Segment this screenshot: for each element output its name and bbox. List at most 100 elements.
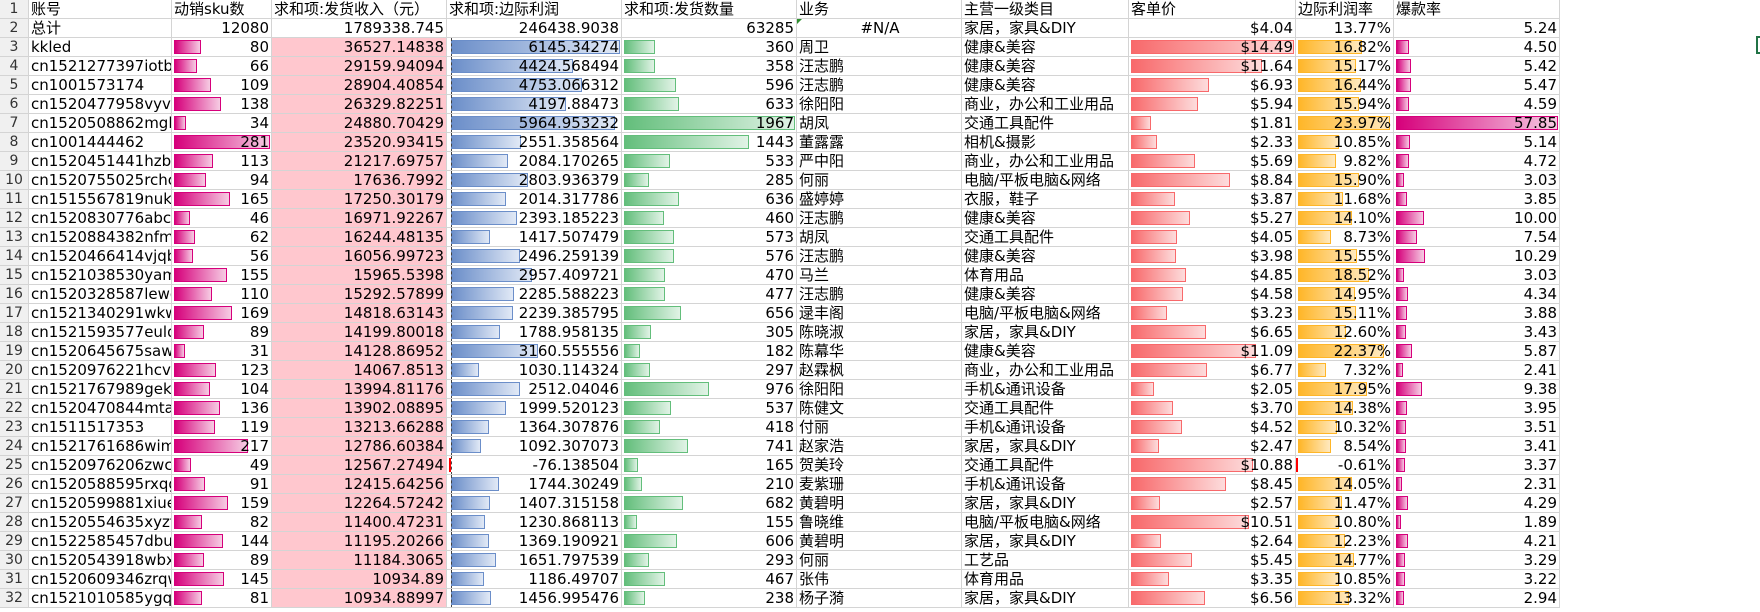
account-cell[interactable]: kkled — [29, 38, 172, 57]
revenue-cell[interactable]: 28904.40854 — [272, 76, 447, 95]
main-category-cell[interactable]: 体育用品 — [962, 266, 1129, 285]
revenue-cell[interactable]: 16056.99723 — [272, 247, 447, 266]
main-category-cell[interactable]: 衣服，鞋子 — [962, 190, 1129, 209]
sku-count-cell[interactable]: 81 — [172, 589, 272, 608]
revenue-cell[interactable]: 11184.3065 — [272, 551, 447, 570]
unit-price-cell[interactable]: $11.09 — [1129, 342, 1296, 361]
hot-rate-cell[interactable]: 4.50 — [1394, 38, 1560, 57]
ship-qty-cell[interactable]: 210 — [622, 475, 797, 494]
row-number[interactable]: 5 — [0, 76, 29, 95]
business-owner-cell[interactable]: 陈健文 — [797, 399, 962, 418]
sku-count-cell[interactable]: 31 — [172, 342, 272, 361]
sku-count-cell[interactable]: 62 — [172, 228, 272, 247]
account-cell[interactable]: cn1520543918wbxd — [29, 551, 172, 570]
margin-rate-cell[interactable]: 13.32% — [1296, 589, 1394, 608]
margin-profit-cell[interactable]: 4753.066312 — [447, 76, 622, 95]
hot-rate-cell[interactable]: 4.29 — [1394, 494, 1560, 513]
margin-rate-cell[interactable]: 14.05% — [1296, 475, 1394, 494]
ship-qty-cell[interactable]: 63285 — [622, 19, 797, 38]
main-category-cell[interactable]: 家居，家具&DIY — [962, 19, 1129, 38]
hot-rate-cell[interactable]: 4.21 — [1394, 532, 1560, 551]
margin-rate-cell[interactable]: 10.32% — [1296, 418, 1394, 437]
margin-profit-cell[interactable]: 1407.315158 — [447, 494, 622, 513]
main-category-cell[interactable]: 健康&美容 — [962, 38, 1129, 57]
revenue-cell[interactable]: 36527.14838 — [272, 38, 447, 57]
margin-profit-cell[interactable]: -76.138504 — [447, 456, 622, 475]
sku-count-cell[interactable]: 56 — [172, 247, 272, 266]
margin-rate-cell[interactable]: 15.90% — [1296, 171, 1394, 190]
hot-rate-cell[interactable]: 2.94 — [1394, 589, 1560, 608]
account-cell[interactable]: cn1520588595rxqg — [29, 475, 172, 494]
account-cell[interactable]: cn1520884382nfmz — [29, 228, 172, 247]
ship-qty-cell[interactable]: 460 — [622, 209, 797, 228]
revenue-cell[interactable]: 14067.8513 — [272, 361, 447, 380]
account-cell[interactable]: cn1521277397iotb — [29, 57, 172, 76]
main-category-cell[interactable]: 手机&通讯设备 — [962, 475, 1129, 494]
margin-rate-cell[interactable]: 16.82% — [1296, 38, 1394, 57]
unit-price-cell[interactable]: $11.64 — [1129, 57, 1296, 76]
unit-price-cell[interactable]: $5.69 — [1129, 152, 1296, 171]
row-number[interactable]: 17 — [0, 304, 29, 323]
row-number[interactable]: 23 — [0, 418, 29, 437]
margin-rate-cell[interactable]: 16.44% — [1296, 76, 1394, 95]
account-cell[interactable]: cn1521340291wkwi — [29, 304, 172, 323]
ship-qty-cell[interactable]: 360 — [622, 38, 797, 57]
row-number[interactable]: 8 — [0, 133, 29, 152]
row-number[interactable]: 10 — [0, 171, 29, 190]
ship-qty-cell[interactable]: 305 — [622, 323, 797, 342]
hot-rate-cell[interactable]: 5.87 — [1394, 342, 1560, 361]
main-category-cell[interactable]: 电脑/平板电脑&网络 — [962, 304, 1129, 323]
unit-price-cell[interactable]: $3.70 — [1129, 399, 1296, 418]
ship-qty-cell[interactable]: 636 — [622, 190, 797, 209]
main-category-cell[interactable]: 电脑/平板电脑&网络 — [962, 171, 1129, 190]
business-owner-cell[interactable]: 付丽 — [797, 418, 962, 437]
unit-price-cell[interactable]: $2.47 — [1129, 437, 1296, 456]
business-owner-cell[interactable]: 徐阳阳 — [797, 95, 962, 114]
margin-profit-cell[interactable]: 3160.555556 — [447, 342, 622, 361]
account-cell[interactable]: cn1001444462 — [29, 133, 172, 152]
business-owner-cell[interactable]: 张伟 — [797, 570, 962, 589]
business-owner-cell[interactable]: 逯丰阁 — [797, 304, 962, 323]
ship-qty-cell[interactable]: 358 — [622, 57, 797, 76]
hot-rate-cell[interactable]: 3.51 — [1394, 418, 1560, 437]
revenue-cell[interactable]: 23520.93415 — [272, 133, 447, 152]
margin-profit-cell[interactable]: 2551.358564 — [447, 133, 622, 152]
unit-price-cell[interactable]: $10.51 — [1129, 513, 1296, 532]
business-owner-cell[interactable]: 汪志鹏 — [797, 247, 962, 266]
hot-rate-cell[interactable]: 4.34 — [1394, 285, 1560, 304]
main-category-cell[interactable]: 交通工具配件 — [962, 114, 1129, 133]
account-cell[interactable]: cn1511517353 — [29, 418, 172, 437]
ship-qty-cell[interactable]: 182 — [622, 342, 797, 361]
sku-count-cell[interactable]: 138 — [172, 95, 272, 114]
sku-count-cell[interactable]: 155 — [172, 266, 272, 285]
sku-count-cell[interactable]: 165 — [172, 190, 272, 209]
margin-profit-cell[interactable]: 1999.520123 — [447, 399, 622, 418]
revenue-cell[interactable]: 13213.66288 — [272, 418, 447, 437]
main-category-cell[interactable]: 手机&通讯设备 — [962, 380, 1129, 399]
row-number[interactable]: 30 — [0, 551, 29, 570]
margin-rate-cell[interactable]: 13.77% — [1296, 19, 1394, 38]
ship-qty-cell[interactable]: 155 — [622, 513, 797, 532]
margin-rate-cell[interactable]: 22.37% — [1296, 342, 1394, 361]
hot-rate-cell[interactable]: 3.22 — [1394, 570, 1560, 589]
unit-price-cell[interactable]: $1.81 — [1129, 114, 1296, 133]
margin-profit-cell[interactable]: 6145.34274 — [447, 38, 622, 57]
main-category-cell[interactable]: 商业，办公和工业用品 — [962, 361, 1129, 380]
business-owner-cell[interactable]: 胡凤 — [797, 228, 962, 247]
main-category-cell[interactable]: 健康&美容 — [962, 342, 1129, 361]
row-number[interactable]: 13 — [0, 228, 29, 247]
margin-rate-cell[interactable]: 23.97% — [1296, 114, 1394, 133]
sku-count-cell[interactable]: 89 — [172, 323, 272, 342]
account-cell[interactable]: cn1520328587lewc — [29, 285, 172, 304]
unit-price-cell[interactable]: $3.23 — [1129, 304, 1296, 323]
revenue-cell[interactable]: 17250.30179 — [272, 190, 447, 209]
margin-profit-cell[interactable]: 5964.953232 — [447, 114, 622, 133]
main-category-cell[interactable]: 健康&美容 — [962, 57, 1129, 76]
revenue-cell[interactable]: 12264.57242 — [272, 494, 447, 513]
hot-rate-cell[interactable]: 10.00 — [1394, 209, 1560, 228]
unit-price-cell[interactable]: $6.56 — [1129, 589, 1296, 608]
column-header[interactable]: 账号 — [29, 0, 172, 19]
hot-rate-cell[interactable]: 3.95 — [1394, 399, 1560, 418]
unit-price-cell[interactable]: $2.05 — [1129, 380, 1296, 399]
row-number[interactable]: 7 — [0, 114, 29, 133]
